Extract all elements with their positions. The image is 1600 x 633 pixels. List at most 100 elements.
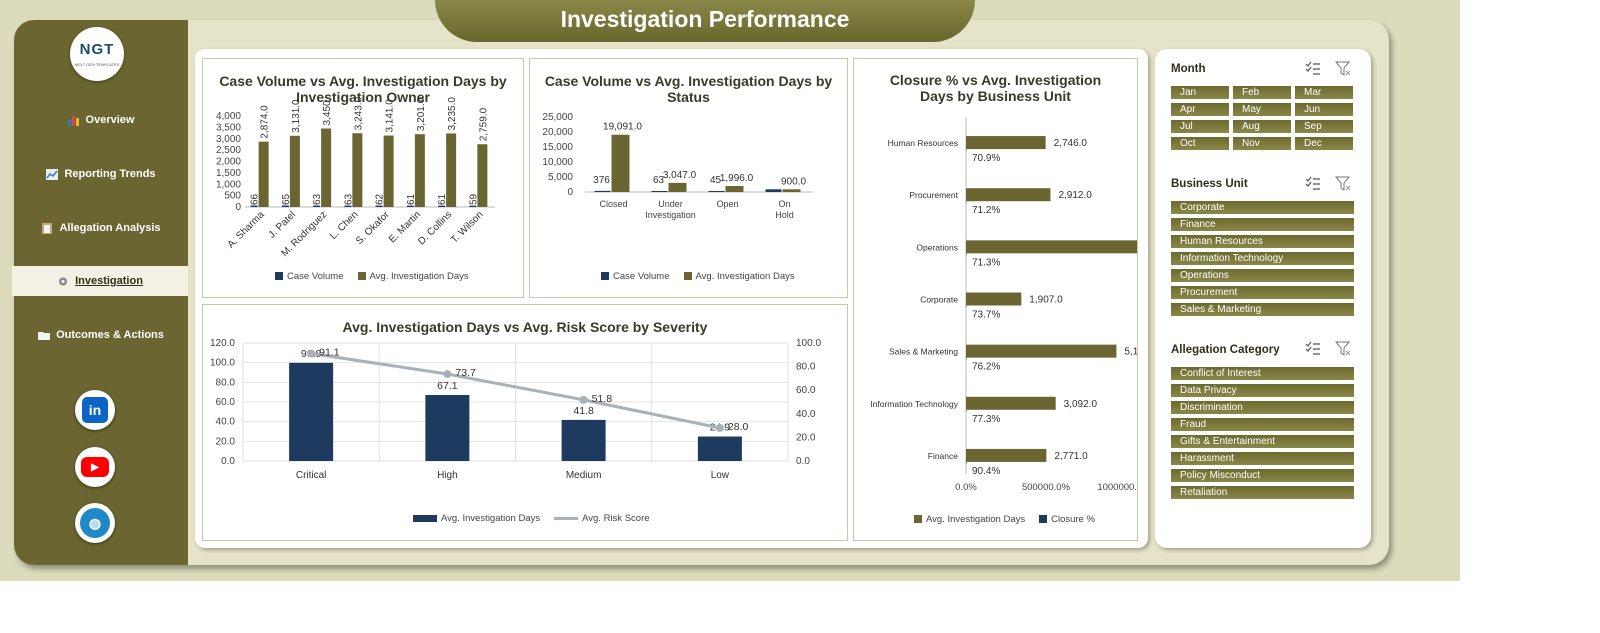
slicer-item[interactable]: Aug (1233, 120, 1291, 133)
legend-item: Closure % (1039, 514, 1095, 525)
slicer-item[interactable]: Jun (1295, 103, 1353, 116)
youtube-button[interactable]: ▶ (75, 447, 115, 487)
chart-legend: Avg. Investigation Days Avg. Risk Score (413, 513, 650, 524)
bar-avg-days (966, 188, 1051, 202)
y-tick-label: 0 (235, 202, 241, 213)
legend-item: Avg. Risk Score (554, 513, 650, 524)
bar-avg-days (352, 133, 363, 207)
nav-reporting-trends[interactable]: Reporting Trends (14, 159, 188, 189)
nav-label: Investigation (75, 275, 143, 287)
slicer-item[interactable]: Finance (1171, 218, 1354, 231)
multi-select-icon[interactable] (1305, 61, 1321, 77)
data-label: 2,771.0 (1054, 451, 1088, 462)
data-label: 3,092.0 (1064, 399, 1098, 410)
data-label: 3,131.0 (291, 99, 302, 133)
clear-filter-icon[interactable] (1335, 176, 1351, 192)
slicer-item[interactable]: Nov (1233, 137, 1291, 150)
clipboard-icon (41, 222, 53, 234)
multi-select-icon[interactable] (1305, 341, 1321, 357)
slicer-item[interactable]: May (1233, 103, 1291, 116)
slicer-item[interactable]: Oct (1171, 137, 1229, 150)
y-tick-label-right: 40.0 (796, 409, 816, 420)
data-label: 2,759.0 (478, 107, 489, 141)
chart-business-unit-svg: Human Resources 2,746.0 70.9% Procurement 2,… (870, 117, 1137, 493)
data-label: 59 (468, 193, 479, 205)
slicer-item[interactable]: Fraud (1171, 418, 1354, 431)
x-tick-label: 1000000.0% (1097, 482, 1137, 493)
slicer-item[interactable]: Operations (1171, 269, 1354, 282)
slicer-item[interactable]: Gifts & Entertainment (1171, 435, 1354, 448)
clear-filter-icon[interactable] (1335, 61, 1351, 77)
slicer-item[interactable]: Retaliation (1171, 486, 1354, 499)
slicer-item[interactable]: Policy Misconduct (1171, 469, 1354, 482)
chart-severity-svg: 120.0 100.0 80.0 60.0 40.0 20.0 0.0 100.0 80.0 60… (210, 338, 821, 481)
nav-investigation[interactable]: Investigation (12, 266, 188, 296)
slicer-item[interactable]: Procurement (1171, 286, 1354, 299)
clear-filter-icon[interactable] (1335, 341, 1351, 357)
nav-allegation-analysis[interactable]: Allegation Analysis (14, 213, 188, 243)
multi-select-icon[interactable] (1305, 176, 1321, 192)
slicer-item[interactable]: Jan (1171, 86, 1229, 99)
data-label: 61 (406, 193, 417, 205)
slicer-item[interactable]: Apr (1171, 103, 1229, 116)
legend-item: Avg. Investigation Days (914, 514, 1025, 525)
data-label: 62 (375, 193, 386, 205)
youtube-icon: ▶ (81, 457, 109, 477)
bar-avg-days (966, 344, 1117, 358)
slicer-item[interactable]: Harassment (1171, 452, 1354, 465)
y-tick-label: 3,000 (216, 134, 241, 145)
slicer-item[interactable]: Sales & Marketing (1171, 303, 1354, 316)
title-tab (435, 0, 975, 42)
slicer-item[interactable]: Dec (1295, 137, 1353, 150)
data-label: 19,091.0 (603, 122, 642, 133)
point-risk-score (307, 349, 316, 358)
y-tick-label: 10,000 (542, 157, 573, 168)
bar-avg-days (561, 419, 606, 461)
bar-case-volume (406, 205, 414, 207)
nav-overview[interactable]: Overview (14, 105, 188, 135)
slicer-month-label: Month (1171, 63, 1206, 75)
y-tick-label: 4,000 (216, 111, 241, 122)
bar-avg-days (966, 448, 1047, 462)
slicer-item[interactable]: Feb (1233, 86, 1291, 99)
bar-avg-days (782, 189, 801, 192)
slicer-item[interactable]: Data Privacy (1171, 384, 1354, 397)
bar-avg-days (414, 134, 425, 207)
point-risk-score (715, 423, 724, 432)
slicer-item[interactable]: Mar (1295, 86, 1353, 99)
slicer-item[interactable]: Jul (1171, 120, 1229, 133)
nav-label: Overview (85, 114, 135, 126)
chart-title: Case Volume vs Avg. Investigation Days b… (544, 73, 833, 105)
slicer-item[interactable]: Discrimination (1171, 401, 1354, 414)
chart-owner-svg: 4,0003,5003,0002,5002,0001,5001,00050006… (216, 96, 495, 259)
data-label: 76.2% (972, 362, 1000, 373)
slicer-item[interactable]: Corporate (1171, 201, 1354, 214)
data-label: 3,235.0 (447, 97, 458, 131)
y-tick-label: 20.0 (216, 436, 236, 447)
chart-owner-card: Case Volume vs Avg. Investigation Days b… (202, 58, 524, 298)
bar-case-volume (281, 205, 289, 207)
website-button[interactable]: ◍ (75, 503, 115, 543)
slicer-item[interactable]: Human Resources (1171, 235, 1354, 248)
slicer-item[interactable]: Information Technology (1171, 252, 1354, 265)
bar-case-volume (708, 191, 725, 192)
y-tick-label: Finance (928, 451, 959, 461)
data-label: 73.7% (972, 310, 1000, 321)
x-tick-label: Critical (296, 470, 327, 481)
data-label: 376 (593, 175, 610, 186)
data-label: 71.2% (972, 205, 1000, 216)
y-tick-label-right: 100.0 (796, 338, 821, 349)
slicer-item[interactable]: Sep (1295, 120, 1353, 133)
linkedin-button[interactable]: in (75, 390, 115, 430)
slicer-item[interactable]: Conflict of Interest (1171, 367, 1354, 380)
bar-case-volume (469, 205, 477, 207)
data-label: 77.3% (972, 414, 1000, 425)
data-label: 1,907.0 (1029, 295, 1063, 306)
legend-item: Avg. Investigation Days (357, 271, 469, 282)
bar-avg-days (668, 182, 687, 192)
x-tick-label: Low (711, 470, 730, 481)
y-tick-label: 80.0 (216, 377, 236, 388)
nav-outcomes-actions[interactable]: Outcomes & Actions (14, 320, 188, 350)
data-label: 41.8 (573, 405, 594, 417)
x-tick-label: S. Okafor (354, 209, 392, 247)
